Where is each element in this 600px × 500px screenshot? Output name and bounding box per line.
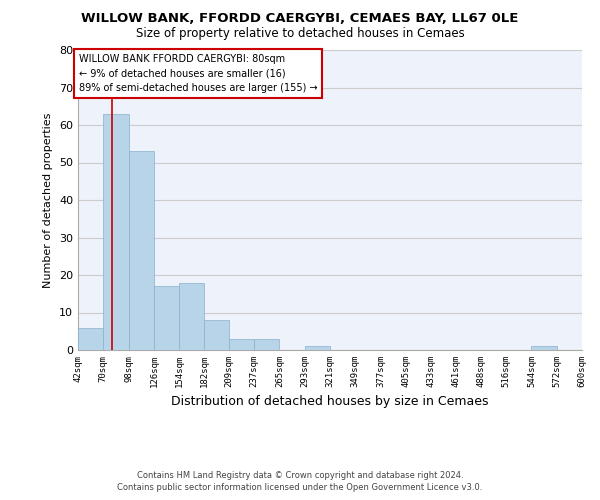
Bar [305, 346, 330, 350]
Y-axis label: Number of detached properties: Number of detached properties [43, 112, 53, 288]
X-axis label: Distribution of detached houses by size in Cemaes: Distribution of detached houses by size … [171, 396, 489, 408]
Text: WILLOW BANK FFORDD CAERGYBI: 80sqm
← 9% of detached houses are smaller (16)
89% : WILLOW BANK FFORDD CAERGYBI: 80sqm ← 9% … [79, 54, 317, 94]
Bar [78, 328, 103, 350]
Bar [154, 286, 179, 350]
Bar [532, 346, 557, 350]
Bar [179, 282, 205, 350]
Bar [205, 320, 229, 350]
Bar [229, 339, 254, 350]
Bar [103, 114, 128, 350]
Bar [254, 339, 280, 350]
Text: WILLOW BANK, FFORDD CAERGYBI, CEMAES BAY, LL67 0LE: WILLOW BANK, FFORDD CAERGYBI, CEMAES BAY… [82, 12, 518, 26]
Text: Contains HM Land Registry data © Crown copyright and database right 2024.
Contai: Contains HM Land Registry data © Crown c… [118, 471, 482, 492]
Bar [128, 151, 154, 350]
Text: Size of property relative to detached houses in Cemaes: Size of property relative to detached ho… [136, 28, 464, 40]
